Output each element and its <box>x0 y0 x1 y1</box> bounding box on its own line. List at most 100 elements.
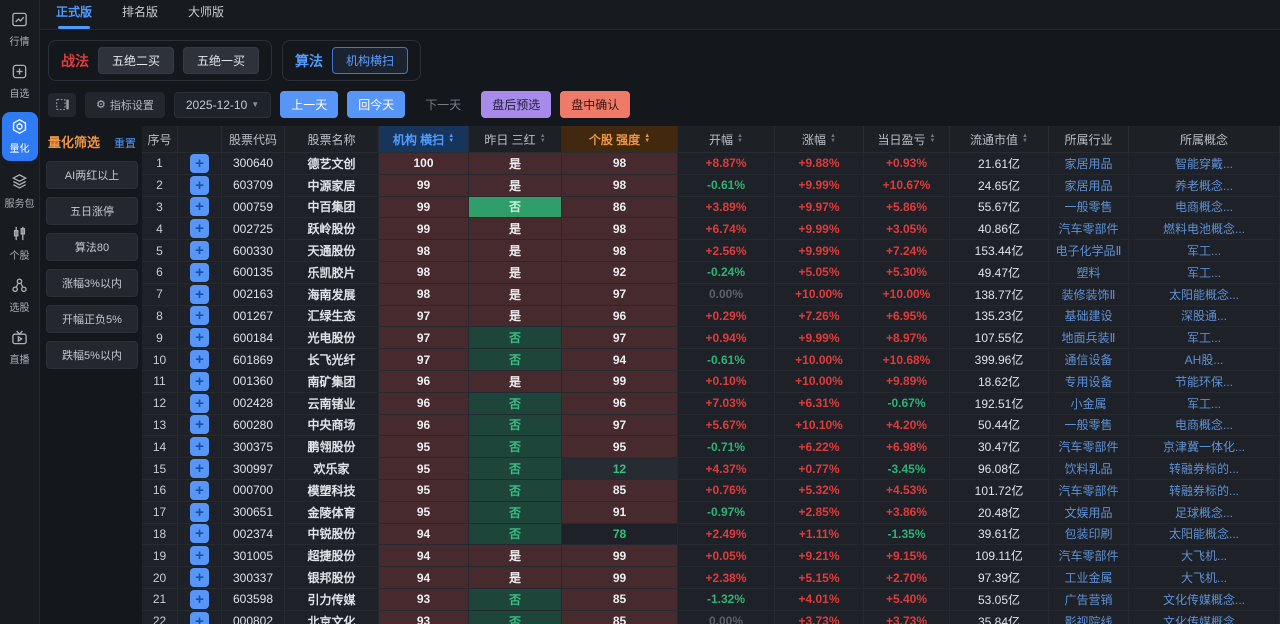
concept-link[interactable]: 足球概念... <box>1129 501 1280 524</box>
sidebar-item-个股[interactable]: 个股 <box>2 222 38 265</box>
concept-link[interactable]: 转融券标的... <box>1129 458 1280 480</box>
strategy-chip-五绝二买[interactable]: 五绝二买 <box>98 47 175 74</box>
industry-link[interactable]: 汽车零部件 <box>1049 479 1129 502</box>
table-row[interactable]: 1 +300640 德艺文创 100 是 98 +8.87% +9.88% +0.93% 21.6… <box>142 153 1280 175</box>
industry-link[interactable]: 电子化学品Ⅱ <box>1049 240 1129 262</box>
concept-link[interactable]: 养老概念... <box>1129 174 1280 197</box>
add-to-watchlist-button[interactable]: + <box>190 219 209 239</box>
table-row[interactable]: 15 +300997 欢乐家 95 否 12 +4.37% +0.77% -3.45% 96.08… <box>142 458 1280 480</box>
table-row[interactable]: 4 +002725 跃岭股份 99 是 98 +6.74% +9.99% +3.05% 40.86… <box>142 218 1280 241</box>
concept-link[interactable]: 燃料电池概念... <box>1129 218 1280 241</box>
stock-name[interactable]: 海南发展 <box>285 283 379 306</box>
add-to-watchlist-button[interactable]: + <box>190 153 209 173</box>
concept-link[interactable]: 大飞机... <box>1129 567 1280 589</box>
add-to-watchlist-button[interactable]: + <box>190 328 209 348</box>
add-to-watchlist-button[interactable]: + <box>190 350 209 370</box>
next-day-button[interactable]: 下一天 <box>414 91 472 118</box>
add-to-watchlist-button[interactable]: + <box>190 393 209 413</box>
concept-link[interactable]: 电商概念... <box>1129 414 1280 437</box>
column-header-机构 横扫[interactable]: 机构 横扫 ▲ ▼ <box>379 126 469 153</box>
sidebar-item-服务包[interactable]: 服务包 <box>2 170 38 213</box>
panel-toggle-icon[interactable] <box>48 92 76 117</box>
stock-name[interactable]: 南矿集团 <box>285 370 379 393</box>
table-row[interactable]: 16 +000700 模塑科技 95 否 85 +0.76% +5.32% +4.53% 101.… <box>142 479 1280 502</box>
stock-name[interactable]: 德艺文创 <box>285 153 379 175</box>
stock-name[interactable]: 欢乐家 <box>285 458 379 480</box>
stock-name[interactable]: 中央商场 <box>285 414 379 437</box>
add-to-watchlist-button[interactable]: + <box>190 371 209 391</box>
column-header-昨日 三红[interactable]: 昨日 三红 ▲ ▼ <box>469 126 562 153</box>
industry-link[interactable]: 地面兵装Ⅱ <box>1049 327 1129 350</box>
add-to-watchlist-button[interactable]: + <box>190 459 209 479</box>
add-to-watchlist-button[interactable]: + <box>190 262 209 282</box>
industry-link[interactable]: 一般零售 <box>1049 196 1129 219</box>
table-row[interactable]: 2 +603709 中源家居 99 是 98 -0.61% +9.99% +10.67% 24.6… <box>142 174 1280 197</box>
industry-link[interactable]: 汽车零部件 <box>1049 545 1129 568</box>
filter-button-AI两红以上[interactable]: AI两红以上 <box>46 161 138 189</box>
tab-正式版[interactable]: 正式版 <box>56 3 92 29</box>
intraday-confirm-button[interactable]: 盘中确认 <box>560 91 631 118</box>
concept-link[interactable]: 军工... <box>1129 392 1280 415</box>
industry-link[interactable]: 工业金属 <box>1049 567 1129 589</box>
concept-link[interactable]: 文化传媒概念... <box>1129 610 1280 624</box>
concept-link[interactable]: 智能穿戴... <box>1129 153 1280 175</box>
table-row[interactable]: 13 +600280 中央商场 96 否 97 +5.67% +10.10% +4.20% 50.… <box>142 414 1280 437</box>
sidebar-item-选股[interactable]: 选股 <box>2 274 38 317</box>
indicator-settings-button[interactable]: ⚙ 指标设置 <box>85 91 165 118</box>
add-to-watchlist-button[interactable]: + <box>190 589 209 609</box>
add-to-watchlist-button[interactable]: + <box>190 524 209 544</box>
add-to-watchlist-button[interactable]: + <box>190 568 209 588</box>
stock-name[interactable]: 引力传媒 <box>285 588 379 611</box>
industry-link[interactable]: 汽车零部件 <box>1049 436 1129 459</box>
stock-name[interactable]: 云南锗业 <box>285 392 379 415</box>
table-row[interactable]: 22 +000802 北京文化 93 否 85 0.00% +3.73% +3.73% 35.84… <box>142 610 1280 624</box>
concept-link[interactable]: 大飞机... <box>1129 545 1280 568</box>
table-row[interactable]: 12 +002428 云南锗业 96 否 96 +7.03% +6.31% -0.67% 192.… <box>142 392 1280 415</box>
concept-link[interactable]: AH股... <box>1129 349 1280 371</box>
back-to-today-button[interactable]: 回今天 <box>347 91 406 118</box>
industry-link[interactable]: 影视院线 <box>1049 610 1129 624</box>
table-row[interactable]: 7 +002163 海南发展 98 是 97 0.00% +10.00% +10.00% 138.… <box>142 283 1280 306</box>
concept-link[interactable]: 电商概念... <box>1129 196 1280 219</box>
concept-link[interactable]: 京津冀一体化... <box>1129 436 1280 459</box>
table-row[interactable]: 14 +300375 鹏翎股份 95 否 95 -0.71% +6.22% +6.98% 30.4… <box>142 436 1280 459</box>
concept-link[interactable]: 太阳能概念... <box>1129 283 1280 306</box>
table-row[interactable]: 19 +301005 超捷股份 94 是 99 +0.05% +9.21% +9.15% 109.… <box>142 545 1280 568</box>
add-to-watchlist-button[interactable]: + <box>190 284 209 304</box>
industry-link[interactable]: 专用设备 <box>1049 370 1129 393</box>
add-to-watchlist-button[interactable]: + <box>190 480 209 500</box>
filter-button-五日涨停[interactable]: 五日涨停 <box>46 197 138 225</box>
filter-button-算法80[interactable]: 算法80 <box>46 233 138 261</box>
table-row[interactable]: 17 +300651 金陵体育 95 否 91 -0.97% +2.85% +3.86% 20.4… <box>142 501 1280 524</box>
industry-link[interactable]: 通信设备 <box>1049 349 1129 371</box>
sidebar-item-直播[interactable]: 直播 <box>2 326 38 369</box>
algorithm-chip-机构横扫[interactable]: 机构横扫 <box>332 47 409 74</box>
table-row[interactable]: 8 +001267 汇绿生态 97 是 96 +0.29% +7.26% +6.95% 135.2… <box>142 305 1280 328</box>
concept-link[interactable]: 转融券标的... <box>1129 479 1280 502</box>
add-to-watchlist-button[interactable]: + <box>190 611 209 624</box>
concept-link[interactable]: 文化传媒概念... <box>1129 588 1280 611</box>
industry-link[interactable]: 包装印刷 <box>1049 523 1129 546</box>
industry-link[interactable]: 塑料 <box>1049 261 1129 284</box>
concept-link[interactable]: 节能环保... <box>1129 370 1280 393</box>
tab-排名版[interactable]: 排名版 <box>122 5 159 19</box>
stock-name[interactable]: 长飞光纤 <box>285 349 379 371</box>
industry-link[interactable]: 基础建设 <box>1049 305 1129 328</box>
stock-name[interactable]: 中源家居 <box>285 174 379 197</box>
stock-name[interactable]: 银邦股份 <box>285 567 379 589</box>
concept-link[interactable]: 军工... <box>1129 261 1280 284</box>
add-to-watchlist-button[interactable]: + <box>190 437 209 457</box>
column-header-开幅[interactable]: 开幅 ▲ ▼ <box>678 126 775 153</box>
stock-name[interactable]: 北京文化 <box>285 610 379 624</box>
industry-link[interactable]: 装修装饰Ⅱ <box>1049 283 1129 306</box>
date-picker[interactable]: 2025-12-10 ▼ <box>173 91 272 118</box>
stock-name[interactable]: 中百集团 <box>285 196 379 219</box>
tab-大师版[interactable]: 大师版 <box>188 5 225 19</box>
stock-name[interactable]: 天通股份 <box>285 240 379 262</box>
table-row[interactable]: 20 +300337 银邦股份 94 是 99 +2.38% +5.15% +2.70% 97.3… <box>142 567 1280 589</box>
add-to-watchlist-button[interactable]: + <box>190 197 209 217</box>
stock-name[interactable]: 模塑科技 <box>285 479 379 502</box>
strategy-chip-五绝一买[interactable]: 五绝一买 <box>183 47 260 74</box>
column-header-当日盈亏[interactable]: 当日盈亏 ▲ ▼ <box>864 126 950 153</box>
table-row[interactable]: 3 +000759 中百集团 99 否 86 +3.89% +9.97% +5.86% 55.67… <box>142 196 1280 219</box>
